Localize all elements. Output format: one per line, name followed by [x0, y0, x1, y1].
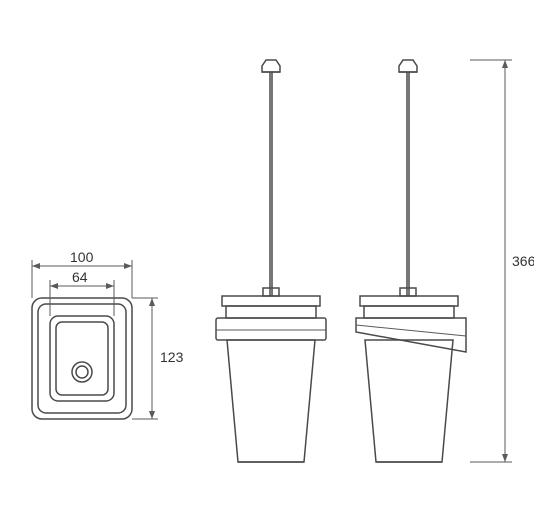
- dim-top-height: 123: [160, 349, 184, 365]
- technical-drawing: 100 64 123: [0, 0, 534, 511]
- dim-top-inner-width: 64: [72, 269, 88, 285]
- view-top: 100 64 123: [32, 249, 184, 419]
- drawing-svg: 100 64 123: [0, 0, 534, 511]
- dim-top-outer-width: 100: [70, 249, 94, 265]
- view-front: [216, 60, 326, 462]
- dim-overall-height: 366: [512, 253, 534, 269]
- view-side: 366: [356, 60, 534, 462]
